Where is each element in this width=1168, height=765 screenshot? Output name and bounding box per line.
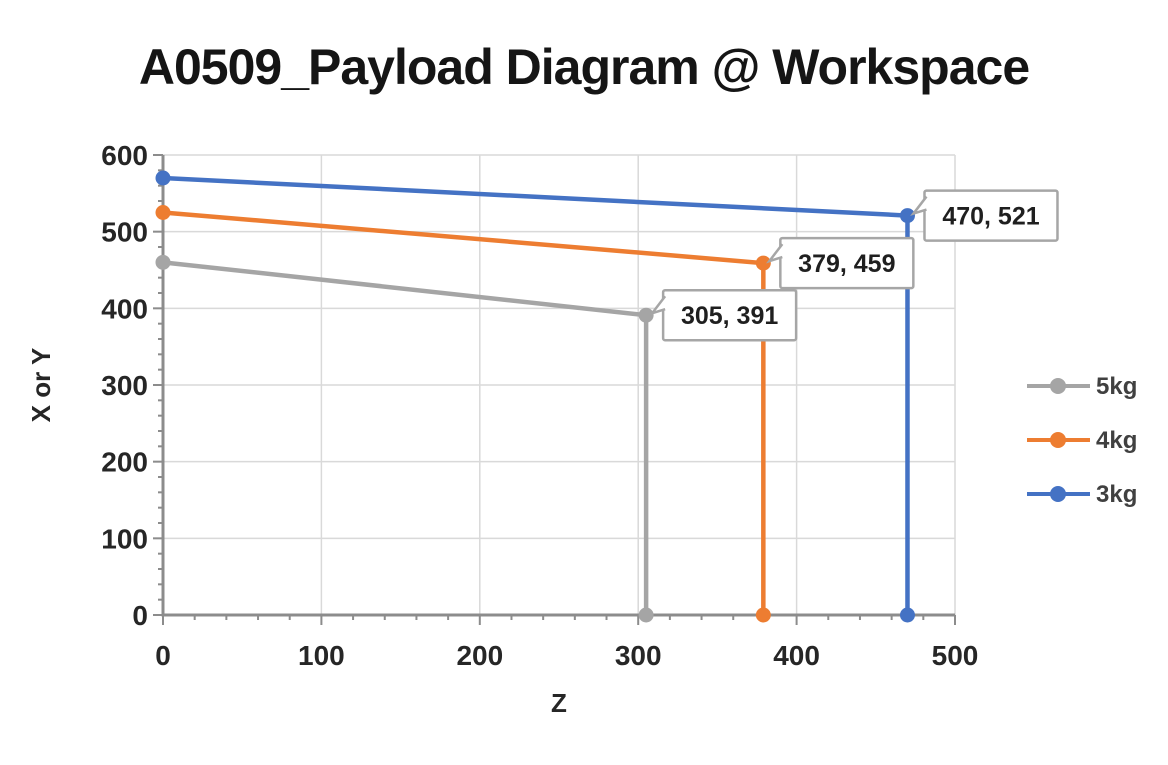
x-tick-label: 400 bbox=[773, 640, 820, 671]
legend-marker-5kg bbox=[1050, 378, 1066, 394]
series-marker-4kg bbox=[155, 205, 171, 220]
legend-label-5kg: 5kg bbox=[1096, 373, 1137, 400]
data-label-text-3kg: 470, 521 bbox=[942, 203, 1039, 231]
x-axis-title: Z bbox=[551, 688, 567, 718]
legend-label-4kg: 4kg bbox=[1096, 427, 1137, 454]
data-label-callout-4kg bbox=[779, 236, 915, 290]
legend-marker-4kg bbox=[1050, 432, 1066, 448]
callout-pointer-4kg bbox=[765, 243, 784, 264]
y-tick-label: 400 bbox=[101, 293, 148, 324]
y-tick-label: 100 bbox=[101, 523, 148, 554]
series-marker-5kg bbox=[638, 607, 654, 623]
data-label-text-4kg: 379, 459 bbox=[798, 250, 895, 278]
data-label-text-5kg: 305, 391 bbox=[681, 302, 778, 330]
data-label-callout-5kg bbox=[661, 288, 798, 342]
series-line-5kg bbox=[162, 260, 649, 615]
series-marker-3kg bbox=[155, 170, 171, 186]
data-label-callout-3kg bbox=[923, 189, 1059, 242]
series-marker-3kg bbox=[899, 607, 915, 623]
y-tick-label: 0 bbox=[132, 600, 148, 631]
y-tick-label: 300 bbox=[101, 370, 148, 401]
x-tick-label: 200 bbox=[456, 640, 503, 671]
x-tick-label: 100 bbox=[298, 640, 345, 671]
callout-pointer-3kg bbox=[910, 195, 928, 216]
series-marker-4kg bbox=[755, 255, 771, 271]
series-marker-3kg bbox=[899, 208, 915, 224]
series-marker-4kg bbox=[755, 607, 771, 623]
chart-title: A0509_Payload Diagram @ Workspace bbox=[138, 39, 1030, 95]
series-marker-5kg bbox=[638, 307, 654, 323]
x-tick-label: 0 bbox=[155, 640, 171, 671]
y-tick-label: 500 bbox=[101, 217, 148, 248]
series-marker-5kg bbox=[155, 254, 171, 270]
y-tick-label: 200 bbox=[101, 447, 148, 478]
x-tick-label: 500 bbox=[932, 640, 979, 671]
y-axis-title: X or Y bbox=[26, 348, 56, 423]
x-tick-label: 300 bbox=[615, 640, 662, 671]
legend-marker-3kg bbox=[1050, 486, 1066, 502]
y-tick-label: 600 bbox=[101, 140, 148, 171]
callout-pointer-5kg bbox=[648, 295, 667, 316]
legend-label-3kg: 3kg bbox=[1096, 481, 1137, 508]
